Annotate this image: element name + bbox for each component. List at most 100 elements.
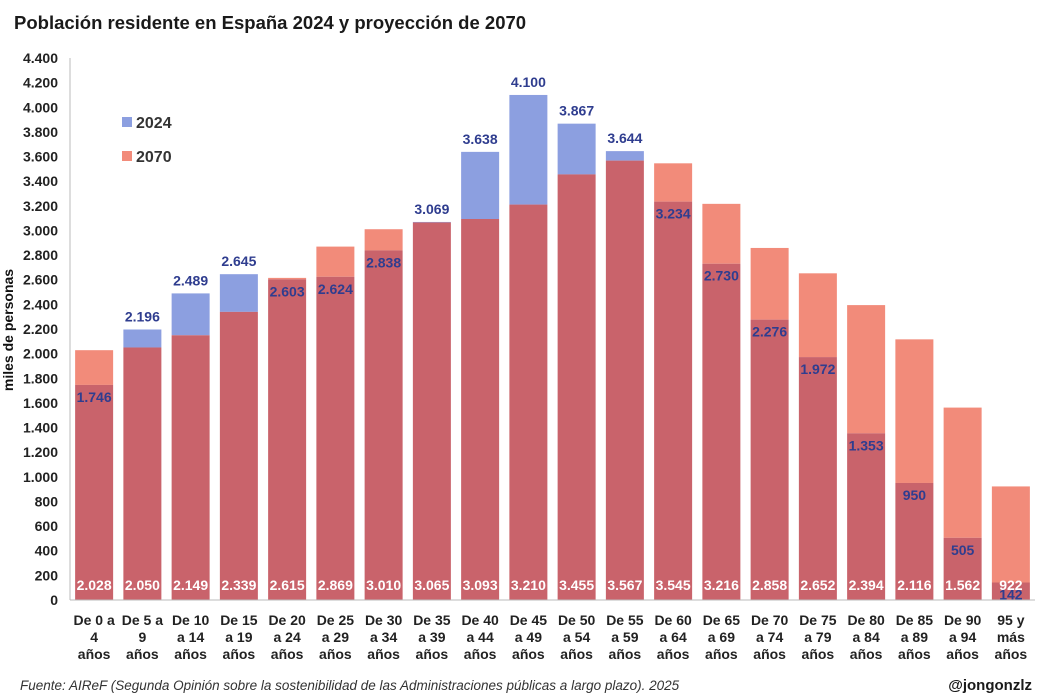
bar-2070-excess (654, 163, 693, 202)
legend-swatch-2070 (122, 151, 132, 161)
category-label: a 84 (853, 629, 880, 645)
bar-overlap (316, 276, 355, 600)
category-label: más (997, 629, 1025, 645)
category-label: años (512, 646, 545, 662)
data-label-2024: 3.069 (414, 201, 449, 217)
category-label: años (898, 646, 931, 662)
category-label: De 30 (365, 612, 403, 628)
category-label: años (126, 646, 159, 662)
category-label: 95 y (997, 612, 1024, 628)
data-label-2024: 3.867 (559, 103, 594, 119)
category-label: De 70 (751, 612, 789, 628)
data-label-2024: 3.644 (607, 130, 642, 146)
y-tick-label: 800 (35, 493, 59, 509)
y-tick-label: 3.200 (23, 198, 58, 214)
category-label: años (705, 646, 738, 662)
y-tick-label: 2.800 (23, 247, 58, 263)
category-label: años (657, 646, 690, 662)
bar-overlap (75, 384, 114, 600)
data-label-2070: 2.050 (125, 577, 160, 593)
bar-overlap (943, 537, 982, 600)
data-label-2070: 2.869 (318, 577, 353, 593)
y-tick-label: 4.400 (23, 50, 58, 66)
legend-label-2024: 2024 (136, 115, 172, 132)
data-label-2070: 2.149 (173, 577, 208, 593)
category-label: De 40 (461, 612, 499, 628)
bar-overlap (412, 222, 451, 600)
data-label-2070: 922 (999, 577, 1023, 593)
data-label-2024: 1.353 (849, 437, 884, 453)
data-label-2070: 1.562 (945, 577, 980, 593)
bar-2070-excess (991, 486, 1030, 583)
category-label: a 49 (515, 629, 542, 645)
category-label: 9 (138, 629, 146, 645)
category-label: años (946, 646, 979, 662)
bar-2070-excess (364, 229, 403, 251)
bars-layer (75, 94, 1030, 601)
category-label: De 80 (847, 612, 885, 628)
y-tick-label: 3.600 (23, 149, 58, 165)
data-label-2024: 142 (999, 587, 1023, 603)
legend-label-2070: 2070 (136, 149, 172, 166)
y-tick-label: 2.600 (23, 272, 58, 288)
category-label: años (464, 646, 497, 662)
data-label-2070: 2.615 (270, 577, 305, 593)
category-label: De 60 (654, 612, 692, 628)
y-tick-label: 200 (35, 567, 59, 583)
bar-2070-excess (943, 407, 982, 538)
category-label: años (319, 646, 352, 662)
data-label-2024: 4.100 (511, 74, 546, 90)
bar-2070-excess (750, 247, 789, 320)
bar-2070-excess (75, 350, 114, 385)
data-label-2024: 2.603 (270, 283, 305, 299)
category-label: De 75 (799, 612, 837, 628)
category-label: De 10 (172, 612, 210, 628)
y-tick-label: 4.200 (23, 75, 58, 91)
data-label-2024: 2.489 (173, 272, 208, 288)
data-label-2070: 2.028 (77, 577, 112, 593)
category-label: a 59 (611, 629, 638, 645)
category-label: De 85 (896, 612, 934, 628)
bar-overlap (461, 218, 500, 600)
category-label: a 89 (901, 629, 928, 645)
data-label-2070: 3.210 (511, 577, 546, 593)
data-label-2070: 3.455 (559, 577, 594, 593)
legend-swatch-2024 (122, 117, 132, 127)
y-tick-label: 0 (50, 592, 58, 608)
category-label: a 74 (756, 629, 783, 645)
category-label: De 20 (268, 612, 306, 628)
bar-2024-excess (461, 151, 500, 219)
y-tick-label: 600 (35, 518, 59, 534)
y-tick-label: 3.800 (23, 124, 58, 140)
y-tick-label: 2.000 (23, 346, 58, 362)
y-tick-label: 1.000 (23, 469, 58, 485)
data-label-2024: 2.838 (366, 254, 401, 270)
data-label-2024: 2.645 (221, 253, 256, 269)
data-label-2024: 2.196 (125, 308, 160, 324)
category-label: años (367, 646, 400, 662)
category-label: años (78, 646, 111, 662)
bar-overlap (268, 279, 307, 600)
data-label-2070: 2.394 (849, 577, 884, 593)
data-label-2070: 3.093 (463, 577, 498, 593)
bar-2024-excess (123, 329, 162, 348)
category-label: De 15 (220, 612, 258, 628)
category-label: De 90 (944, 612, 982, 628)
category-label: De 25 (317, 612, 355, 628)
data-label-2070: 2.116 (897, 577, 931, 593)
category-label: a 94 (949, 629, 976, 645)
data-label-2070: 3.545 (656, 577, 691, 593)
bar-overlap (702, 263, 741, 600)
category-label: a 34 (370, 629, 397, 645)
data-label-2024: 2.730 (704, 268, 739, 284)
bar-2070-excess (268, 277, 307, 280)
y-tick-label: 1.200 (23, 444, 58, 460)
data-label-2024: 1.746 (77, 389, 112, 405)
y-tick-label: 1.400 (23, 420, 58, 436)
category-label: a 19 (225, 629, 252, 645)
bar-2070-excess (316, 246, 355, 277)
data-label-2070: 2.652 (800, 577, 835, 593)
bar-overlap (798, 357, 837, 600)
category-label: años (174, 646, 207, 662)
category-label: años (271, 646, 304, 662)
